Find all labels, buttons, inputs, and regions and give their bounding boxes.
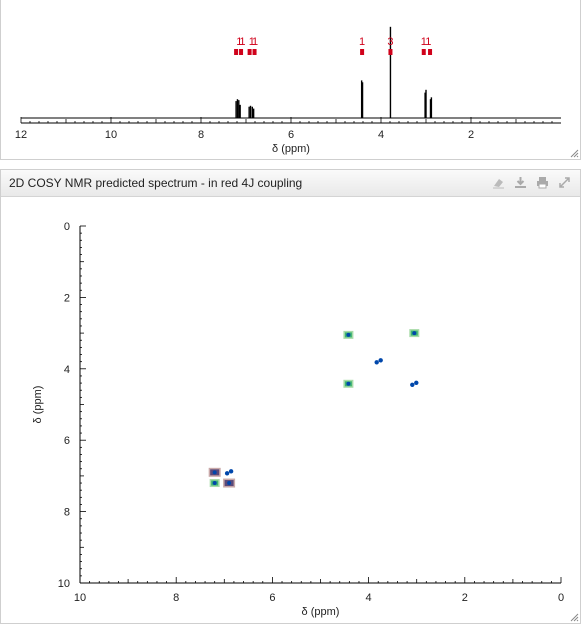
integration-marker bbox=[428, 49, 433, 55]
y-tick-label: 4 bbox=[64, 364, 70, 376]
expand-icon[interactable] bbox=[557, 175, 572, 190]
cross-peak bbox=[374, 358, 383, 365]
cross-peak bbox=[343, 379, 354, 388]
integration-marker bbox=[247, 49, 252, 55]
cross-peak-core bbox=[410, 382, 415, 387]
cross-peak-core bbox=[412, 331, 417, 336]
x-axis-label: δ (ppm) bbox=[272, 143, 310, 155]
panel-toolbar bbox=[491, 175, 572, 190]
cross-peak bbox=[208, 467, 221, 477]
resize-handle[interactable] bbox=[569, 148, 579, 158]
integration-label: 1 bbox=[236, 36, 242, 48]
y-tick-label: 6 bbox=[64, 435, 70, 447]
x-tick-label: 10 bbox=[105, 129, 117, 141]
x-tick-label: 12 bbox=[15, 129, 27, 141]
cross-peak-core bbox=[346, 381, 351, 386]
1d-spectrum-chart: 12 10 8 6 4 2δ (ppm)11 11 1 3 11 bbox=[15, 26, 561, 155]
integration-marker bbox=[360, 49, 365, 55]
integration-label: 1 bbox=[239, 36, 245, 48]
integration-label: 1 bbox=[425, 36, 431, 48]
y-tick-label: 10 bbox=[58, 578, 70, 590]
y-tick-label: 8 bbox=[64, 507, 70, 519]
x-tick-label: 2 bbox=[462, 592, 468, 604]
integration-label: 1 bbox=[252, 36, 258, 48]
x-tick-label: 10 bbox=[74, 592, 86, 604]
panel-header: 2D COSY NMR predicted spectrum - in red … bbox=[1, 170, 580, 197]
x-tick-label: 4 bbox=[366, 592, 372, 604]
integration-marker bbox=[421, 49, 426, 55]
cross-peak-core bbox=[346, 332, 351, 337]
eraser-icon[interactable] bbox=[491, 175, 506, 190]
x-tick-label: 2 bbox=[468, 129, 474, 141]
y-tick-label: 0 bbox=[64, 221, 70, 233]
integration-marker bbox=[234, 49, 239, 55]
cosy-chart: 10 8 6 4 2 0 0 2 4 6 8 10 δ (ppm) δ (ppm) bbox=[32, 221, 564, 618]
x-tick-label: 8 bbox=[173, 592, 179, 604]
integration-marker bbox=[239, 49, 244, 55]
cross-peak bbox=[224, 469, 234, 476]
cross-peak-core bbox=[227, 481, 232, 486]
integration-marker bbox=[252, 49, 257, 55]
integration-label: 3 bbox=[387, 36, 393, 48]
cross-peak-core bbox=[378, 358, 383, 363]
cross-peak bbox=[209, 479, 220, 488]
cosy-panel: 2D COSY NMR predicted spectrum - in red … bbox=[0, 169, 581, 624]
integration-label: 1 bbox=[359, 36, 365, 48]
x-tick-label: 6 bbox=[269, 592, 275, 604]
x-tick-label: 4 bbox=[378, 129, 384, 141]
cross-peak-core bbox=[212, 470, 217, 475]
cross-peak-core bbox=[374, 360, 379, 365]
download-icon[interactable] bbox=[513, 175, 528, 190]
x-tick-label: 0 bbox=[558, 592, 564, 604]
cross-peak-core bbox=[224, 471, 230, 476]
integration-label: 1 bbox=[249, 36, 255, 48]
cross-peak bbox=[343, 330, 354, 339]
x-tick-label: 8 bbox=[198, 129, 204, 141]
resize-handle[interactable] bbox=[569, 612, 579, 622]
integration-label: 1 bbox=[421, 36, 427, 48]
panel-title: 2D COSY NMR predicted spectrum - in red … bbox=[9, 176, 303, 190]
1d-spectrum-panel: 12 10 8 6 4 2 δ (ppm) 1 1 1 1 1 3 1 1 bbox=[0, 0, 581, 160]
y-axis-label: δ (ppm) bbox=[32, 386, 44, 424]
cross-peak bbox=[410, 380, 419, 387]
cross-peak bbox=[409, 329, 420, 338]
y-tick-label: 2 bbox=[64, 292, 70, 304]
integration-marker bbox=[388, 49, 393, 55]
cross-peak-core bbox=[228, 469, 234, 474]
x-tick-label: 6 bbox=[288, 129, 294, 141]
cross-peak-core bbox=[212, 481, 217, 486]
cross-peak-core bbox=[414, 380, 419, 385]
cross-peak bbox=[223, 478, 236, 488]
print-icon[interactable] bbox=[535, 175, 550, 190]
x-axis-label: δ (ppm) bbox=[302, 606, 340, 618]
